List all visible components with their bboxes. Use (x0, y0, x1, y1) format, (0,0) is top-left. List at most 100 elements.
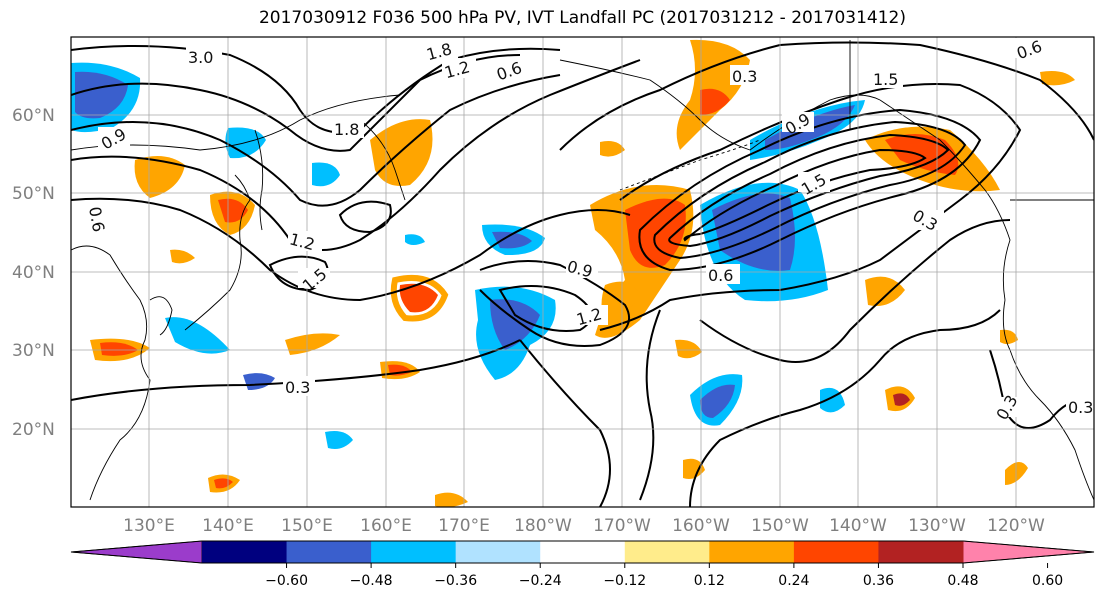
colorbar-tick-label: 0.60 (1032, 573, 1063, 589)
pos-anomaly-sub-3 (675, 339, 702, 359)
contour-0-6-w (71, 197, 631, 302)
neg-anomaly-kam (312, 162, 340, 187)
contour-0-6-trough (599, 83, 1022, 331)
coast-us-west (1002, 299, 1094, 501)
colorbar-segment (793, 541, 879, 563)
neg-anomaly-aleutian-core (712, 193, 795, 271)
pos-anomaly-sub-7 (435, 492, 468, 507)
pv-contours (71, 41, 1094, 507)
neg-anomaly-dateline-core (492, 231, 532, 249)
map-border (70, 36, 1095, 508)
coast-sakhalin (254, 129, 264, 231)
contour-label: 0.6 (708, 266, 733, 285)
coast-japan (184, 174, 251, 331)
contour-1-2-w (71, 74, 561, 207)
neg-anomaly-small-5 (405, 234, 425, 245)
contour-label: 1.8 (334, 120, 359, 139)
pos-anomaly-sub-4 (865, 276, 905, 306)
contour-label: 3.0 (188, 48, 213, 67)
contour-0-9-mid (479, 260, 631, 347)
lat-label: 50°N (12, 184, 55, 204)
colorbar-tick-label: −0.12 (603, 573, 646, 589)
contour-label: 0.3 (1068, 398, 1093, 417)
lon-label: 130°W (908, 516, 966, 536)
pos-anomaly-east-china-core (100, 342, 138, 356)
colorbar-tick-label: −0.36 (434, 573, 477, 589)
map-title: 2017030912 F036 500 hPa PV, IVT Landfall… (258, 8, 906, 28)
colorbar-tick-label: 0.12 (694, 573, 725, 589)
lat-label: 60°N (12, 106, 55, 126)
colorbar-segment (202, 541, 288, 563)
colorbar: −0.60 −0.48 −0.36 −0.24 −0.12 0.12 0.24 0.36 0.4… (70, 540, 1095, 589)
pos-anomaly-sub-10 (1040, 71, 1075, 86)
pos-anomaly-nw-pac (399, 283, 438, 313)
graticule-grid (71, 37, 1094, 507)
pos-anomaly-sub-12 (170, 249, 195, 264)
lon-label: 130°E (123, 516, 175, 536)
contour-labels: 3.0 1.8 1.2 0.6 0.3 1.5 0.9 1.8 0.6 1.2 … (85, 37, 1094, 423)
lat-label: 20°N (12, 420, 55, 440)
coast-korea (149, 296, 173, 336)
coast-aleutians (619, 139, 761, 191)
lon-label: 180°W (514, 516, 572, 536)
lat-label: 30°N (12, 341, 55, 361)
pos-anomaly-mid-pacific-arm (601, 281, 640, 325)
lon-label: 150°E (281, 516, 333, 536)
pos-anomaly-sub-9 (1005, 461, 1028, 485)
pos-anomaly-sub-11 (600, 141, 625, 157)
colorbar-extend-min (70, 540, 203, 564)
neg-anomaly-small-3 (165, 317, 230, 354)
contour-0-3-east (639, 309, 661, 501)
contour-1-8-w (71, 54, 521, 152)
contour-0-3-trough (559, 41, 1094, 151)
neg-anomaly-nw-core (75, 71, 128, 119)
lon-label: 170°W (593, 516, 651, 536)
coast-kamchatka (359, 119, 406, 201)
latitude-labels: 60°N 50°N 40°N 30°N 20°N (12, 106, 55, 440)
contour-label: 1.5 (873, 70, 898, 89)
coast-alaska (559, 59, 881, 151)
contour-label: 0.3 (732, 67, 757, 86)
neg-anomaly-hawaii-core (700, 384, 735, 418)
pos-anomaly-sub-1 (285, 333, 340, 355)
colorbar-segment (878, 541, 964, 563)
contour-0-3-east-3 (689, 309, 1001, 507)
pos-anomaly-alaska-core (700, 88, 730, 115)
contour-ring-3 (668, 133, 950, 248)
pos-anomaly-sub-5-core (893, 393, 910, 406)
lon-label: 160°W (672, 516, 730, 536)
lon-label: 140°E (202, 516, 254, 536)
colorbar-segment (455, 541, 541, 563)
contour-0-9-w (71, 59, 641, 251)
colorbar-border (70, 540, 1095, 564)
contour-0-3-east-2 (699, 219, 1011, 363)
colorbar-tick-label: −0.24 (519, 573, 562, 589)
longitude-labels: 130°E 140°E 150°E 160°E 170°E 180°W 170°… (123, 516, 1045, 536)
colorbar-tick-label: −0.48 (350, 573, 393, 589)
contour-ring-4 (683, 148, 927, 242)
coast-bc (879, 99, 1011, 301)
pos-anomaly-sub-13 (683, 458, 705, 479)
neg-anomaly-central-core (490, 299, 540, 350)
contour-label: 0.6 (85, 205, 108, 233)
colorbar-segment (371, 541, 457, 563)
coast-asia (71, 245, 151, 501)
colorbar-segment (286, 541, 372, 563)
pos-anomaly-nw-pac-ring (390, 274, 449, 322)
lon-label: 140°W (829, 516, 887, 536)
contour-ring-2 (653, 120, 967, 260)
colorbar-segment (624, 541, 710, 563)
colorbar-segment (709, 541, 795, 563)
colorbar-tick-label: 0.48 (947, 573, 978, 589)
lon-label: 160°E (360, 516, 412, 536)
colorbar-tick-label: 0.36 (863, 573, 894, 589)
lon-label: 170°E (438, 516, 490, 536)
pos-anomaly-jp-sea-core (218, 198, 248, 223)
contour-ring-ok (338, 200, 392, 234)
neg-anomaly-small-2 (325, 431, 353, 449)
pos-anomaly-siberia (134, 156, 185, 198)
colorbar-segment (540, 541, 626, 563)
lat-label: 40°N (12, 263, 55, 283)
colorbar-extend-max (962, 540, 1095, 564)
